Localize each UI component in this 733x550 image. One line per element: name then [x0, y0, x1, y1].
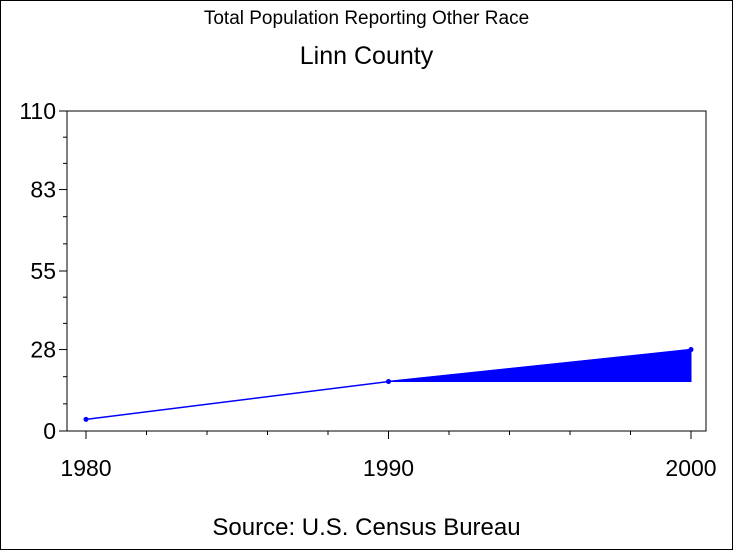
x-tick-label: 2000: [665, 455, 716, 481]
data-point: [688, 347, 694, 353]
x-tick-label: 1990: [363, 455, 414, 481]
y-tick-label: 110: [19, 98, 56, 124]
chart-title: Total Population Reporting Other Race: [203, 8, 530, 29]
chart-subtitle: Linn County: [299, 42, 434, 70]
y-tick-label: 0: [43, 418, 56, 444]
data-point: [386, 379, 391, 385]
y-tick-label: 28: [30, 337, 56, 363]
data-point: [83, 416, 89, 422]
y-tick-label: 83: [30, 177, 56, 203]
source-footnote: Source: U.S. Census Bureau: [212, 514, 521, 541]
x-tick-label: 1980: [60, 455, 111, 481]
plot-area: 0 28 55 83 110 1980 1990 2000: [19, 98, 716, 481]
y-tick-label: 55: [30, 258, 56, 284]
